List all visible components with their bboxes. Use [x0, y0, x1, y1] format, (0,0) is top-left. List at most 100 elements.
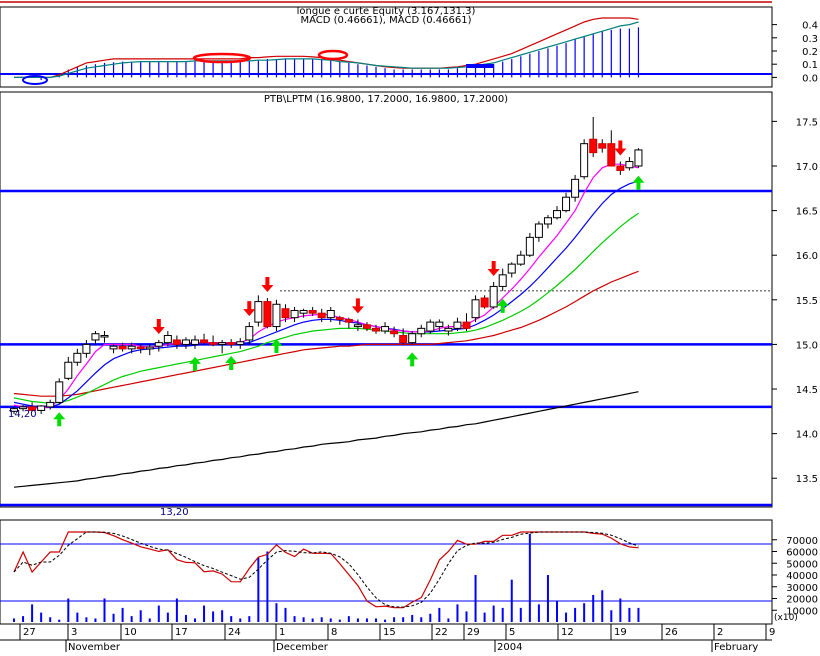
price-panel: PTB\LPTM (16.9800, 17.2000, 16.9800, 17.… — [0, 91, 818, 518]
moving-average-blue-line — [13, 180, 639, 408]
candle-body — [299, 310, 308, 314]
sell-arrow-icon — [614, 140, 627, 156]
candle-body — [191, 339, 199, 345]
price-tick-label: 17.5 — [796, 117, 818, 128]
candle-body — [444, 327, 453, 332]
candle-body — [390, 330, 399, 335]
price-tick-label: 16.0 — [796, 251, 818, 262]
day-tick-label: 15 — [383, 627, 396, 638]
sell-arrow-icon — [351, 298, 364, 314]
candle-body — [200, 339, 209, 344]
day-tick-label: 27 — [23, 627, 36, 638]
candle-body — [136, 346, 145, 350]
candle-body — [317, 312, 326, 319]
candle-body — [344, 318, 353, 323]
month-labels: November December 2004 February — [0, 639, 772, 653]
buy-arrow-icon — [270, 339, 283, 354]
candle-body — [580, 143, 589, 178]
candle-body — [82, 343, 91, 354]
candle-body — [209, 342, 218, 345]
candle-body — [218, 342, 227, 345]
candle-body — [73, 352, 82, 363]
price-tick-label: 15.5 — [796, 296, 818, 307]
candle-body — [227, 342, 236, 345]
day-tick-label: 5 — [509, 627, 515, 638]
candle-body — [426, 321, 435, 332]
candle-body — [145, 346, 154, 350]
sell-arrow-icon — [152, 318, 165, 334]
candle-body — [109, 345, 118, 350]
candle-body — [55, 381, 64, 403]
candle-body — [46, 401, 55, 408]
candle-body — [353, 324, 362, 328]
buy-arrow-icon — [632, 175, 645, 190]
buy-arrow-icon — [53, 412, 66, 427]
volume-bars — [13, 533, 640, 622]
macd-y-axis: 0.4 0.3 0.2 0.1 0.0 — [772, 21, 818, 84]
buy-arrow-icon — [406, 352, 419, 367]
month-label: November — [68, 642, 121, 652]
buy-arrow-icon — [189, 356, 201, 371]
candle-body — [272, 303, 281, 328]
candle-body — [417, 327, 426, 335]
candle-body — [91, 333, 100, 341]
volume-tick-label: 30000 — [786, 583, 818, 594]
day-tick-label: 10 — [124, 627, 137, 638]
candle-body — [100, 334, 109, 338]
macd-signal-teal-line — [14, 21, 639, 78]
annotation-low-1320: 13,20 — [160, 507, 189, 518]
candle-body — [462, 321, 471, 329]
volume-tick-label: 20000 — [786, 595, 818, 606]
candle-body — [236, 341, 245, 345]
month-label: 2004 — [497, 642, 522, 652]
candle-body — [625, 161, 634, 169]
macd-panel: longue e curte Equity (3.167,131.3) MACD… — [0, 1, 818, 88]
candle-body — [498, 274, 507, 287]
buy-arrow-icon — [225, 355, 238, 370]
candle-body — [254, 301, 263, 323]
candle-body — [64, 361, 73, 379]
candle-body — [562, 196, 571, 212]
macd-tick-label: 0.4 — [802, 21, 818, 32]
sell-arrow-icon — [243, 301, 256, 317]
month-label: February — [714, 642, 758, 652]
oscillator-red-line — [13, 531, 639, 609]
candle-body — [553, 210, 561, 219]
price-tick-label: 17.0 — [796, 162, 818, 173]
candle-body — [607, 143, 616, 167]
sell-arrow-icon — [487, 260, 500, 276]
price-title: PTB\LPTM (16.9800, 17.2000, 16.9800, 17.… — [264, 94, 508, 105]
day-tick-label: 2 — [717, 627, 723, 638]
volume-tick-label: 50000 — [786, 559, 818, 570]
date-axis: 27 3 10 17 24 1 8 15 22 29 5 12 19 26 2 9 November Decem… — [0, 623, 775, 653]
day-tick-label: 24 — [228, 627, 241, 638]
candle-body — [516, 254, 525, 265]
macd-title-line1: longue e curte Equity (3.167,131.3) — [297, 6, 476, 17]
candle-body — [308, 310, 317, 314]
volume-multiplier-label: (x10) — [774, 613, 798, 623]
candle-body — [335, 317, 344, 320]
moving-average-fast-line — [13, 163, 639, 409]
price-tick-label: 13.5 — [796, 474, 818, 485]
candle-body — [163, 334, 172, 344]
candle-body — [281, 308, 290, 319]
day-tick-label: 26 — [665, 627, 678, 638]
candle-body — [489, 285, 498, 308]
macd-tick-label: 0.3 — [802, 34, 818, 45]
candle-body — [263, 301, 272, 328]
day-tick-label: 19 — [614, 627, 627, 638]
price-y-axis: 17.5 17.0 16.5 16.0 15.5 15.0 14.5 14.0 13.5 — [772, 117, 818, 485]
candle-body — [181, 339, 190, 345]
candle-body — [453, 321, 462, 329]
buy-arrow-icon — [496, 298, 509, 313]
candlesticks — [10, 116, 643, 415]
candle-body — [154, 342, 163, 347]
macd-marker-ellipse-red-2 — [317, 49, 349, 61]
candle-body — [408, 333, 417, 344]
price-tick-label: 14.0 — [796, 430, 818, 441]
moving-average-green-line — [13, 212, 639, 404]
